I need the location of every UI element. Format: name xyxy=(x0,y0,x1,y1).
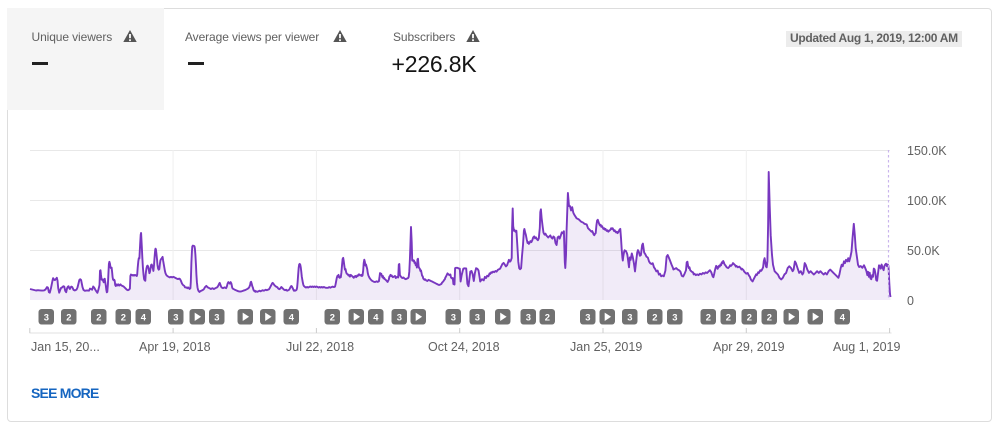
svg-text:2: 2 xyxy=(66,311,71,322)
svg-text:3: 3 xyxy=(526,311,531,322)
svg-text:3: 3 xyxy=(475,311,480,322)
svg-text:4: 4 xyxy=(289,311,295,322)
svg-text:2: 2 xyxy=(545,311,550,322)
svg-text:3: 3 xyxy=(585,311,590,322)
svg-text:3: 3 xyxy=(672,311,677,322)
svg-text:3: 3 xyxy=(627,311,632,322)
svg-text:2: 2 xyxy=(96,311,101,322)
svg-text:2: 2 xyxy=(330,311,335,322)
svg-text:3: 3 xyxy=(397,311,402,322)
svg-text:2: 2 xyxy=(121,311,126,322)
svg-text:4: 4 xyxy=(373,311,379,322)
svg-text:3: 3 xyxy=(173,311,178,322)
svg-text:4: 4 xyxy=(141,311,147,322)
svg-text:2: 2 xyxy=(706,311,711,322)
svg-text:2: 2 xyxy=(726,311,731,322)
svg-text:2: 2 xyxy=(652,311,657,322)
svg-text:3: 3 xyxy=(214,311,219,322)
svg-text:2: 2 xyxy=(747,311,752,322)
svg-text:3: 3 xyxy=(451,311,456,322)
svg-text:4: 4 xyxy=(840,311,846,322)
svg-text:2: 2 xyxy=(767,311,772,322)
svg-text:3: 3 xyxy=(44,311,49,322)
